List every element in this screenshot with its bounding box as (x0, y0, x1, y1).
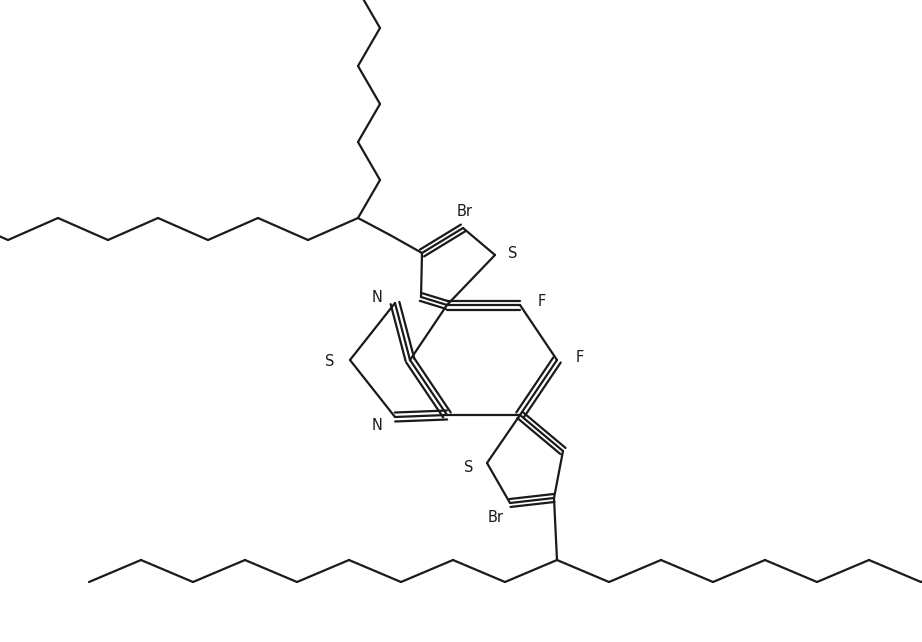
Text: S: S (508, 245, 517, 261)
Text: F: F (576, 351, 585, 365)
Text: S: S (325, 354, 335, 370)
Text: Br: Br (488, 510, 504, 525)
Text: F: F (538, 293, 546, 309)
Text: S: S (465, 460, 474, 474)
Text: N: N (372, 417, 383, 433)
Text: Br: Br (457, 205, 473, 220)
Text: N: N (372, 290, 383, 304)
